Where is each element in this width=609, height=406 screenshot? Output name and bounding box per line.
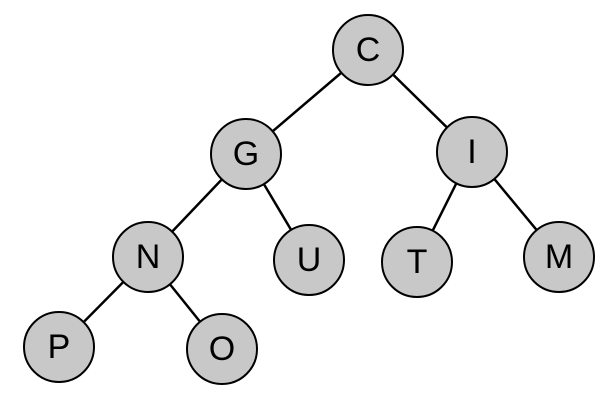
tree-node-t: T (381, 226, 453, 298)
node-label: M (545, 238, 573, 276)
node-label: I (467, 133, 476, 171)
node-circle (381, 226, 453, 298)
node-circle (436, 116, 508, 188)
node-circle (523, 221, 595, 293)
node-circle (112, 221, 184, 293)
tree-node-c: C (332, 14, 404, 86)
node-circle (210, 118, 282, 190)
tree-node-g: G (210, 118, 282, 190)
tree-node-o: O (186, 313, 258, 385)
node-label: C (356, 31, 381, 69)
node-label: P (48, 328, 71, 366)
edges-layer (57, 48, 561, 351)
node-label: T (407, 243, 428, 281)
tree-node-p: P (23, 311, 95, 383)
node-label: N (136, 238, 161, 276)
tree-node-u: U (273, 224, 345, 296)
nodes-layer: C G I N U T M P (23, 14, 595, 385)
node-circle (332, 14, 404, 86)
node-circle (273, 224, 345, 296)
tree-node-i: I (436, 116, 508, 188)
node-circle (23, 311, 95, 383)
node-label: U (297, 241, 322, 279)
node-circle (186, 313, 258, 385)
tree-node-m: M (523, 221, 595, 293)
node-label: O (209, 330, 235, 368)
node-label: G (233, 135, 259, 173)
tree-node-n: N (112, 221, 184, 293)
